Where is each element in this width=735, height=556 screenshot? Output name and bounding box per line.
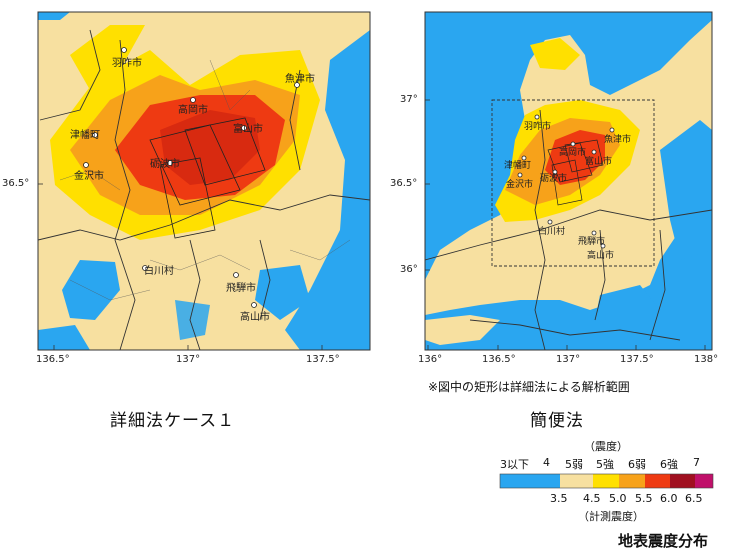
left-x-tick: 137.5° [306, 354, 340, 365]
footer-title: 地表震度分布 [618, 532, 709, 550]
left-city-label: 金沢市 [74, 171, 104, 182]
right-map [425, 12, 712, 350]
legend-intensity-label: 3以下 [500, 458, 529, 471]
right-x-tick: 138° [694, 354, 719, 365]
legend-measured-label: 4.5 [583, 492, 601, 505]
left-x-tick: 137° [176, 354, 201, 365]
right-city-label: 魚津市 [604, 135, 632, 145]
right-city-label: 富山市 [585, 157, 613, 167]
right-city-markers [517, 114, 615, 249]
left-x-tick: 136.5° [36, 354, 70, 365]
left-city-label: 魚津市 [285, 74, 315, 85]
left-city-label: 飛騨市 [226, 283, 256, 294]
legend-intensity-label: 4 [543, 456, 550, 469]
left-city-label: 津幡町 [70, 130, 100, 141]
left-city-label: 羽咋市 [112, 58, 142, 69]
legend-measured-label: 6.5 [685, 492, 703, 505]
right-x-tick: 137° [556, 354, 581, 365]
left-city-markers [83, 47, 300, 308]
right-city-label: 砺波市 [540, 174, 568, 184]
right-y-tick: 37° [400, 94, 418, 105]
legend-intensity-label: 6弱 [628, 458, 646, 471]
analysis-area-note: ※図中の矩形は詳細法による解析範囲 [428, 380, 630, 394]
right-x-tick: 137.5° [620, 354, 654, 365]
right-city-label: 津幡町 [504, 161, 532, 171]
legend-intensity-label: 5強 [596, 458, 614, 471]
legend-measured-caption: （計測震度） [578, 510, 644, 523]
legend-intensity-label: 5弱 [565, 458, 583, 471]
legend-measured-label: 5.5 [635, 492, 653, 505]
left-y-tick: 36.5° [2, 178, 30, 189]
right-city-label: 金沢市 [506, 180, 534, 190]
left-map [38, 12, 370, 350]
legend-measured-label: 6.0 [660, 492, 678, 505]
legend-title: （震度） [584, 440, 628, 453]
left-city-label: 砺波市 [150, 159, 180, 170]
left-city-label: 富山市 [233, 124, 263, 135]
right-city-label: 高山市 [587, 251, 615, 261]
right-x-tick: 136.5° [482, 354, 516, 365]
left-map-caption: 詳細法ケース１ [110, 411, 236, 431]
right-map-caption: 簡便法 [530, 411, 584, 431]
right-city-label: 羽咋市 [524, 122, 552, 132]
left-city-label: 高山市 [240, 312, 270, 323]
legend-measured-label: 5.0 [609, 492, 627, 505]
right-y-tick: 36° [400, 264, 418, 275]
left-city-label: 白川村 [144, 266, 174, 277]
right-city-label: 飛騨市 [578, 237, 606, 247]
right-y-tick: 36.5° [390, 178, 418, 189]
legend-color-bar [499, 473, 714, 489]
legend-measured-label: 3.5 [550, 492, 568, 505]
legend-intensity-label: 7 [693, 456, 700, 469]
right-x-tick: 136° [418, 354, 443, 365]
left-city-label: 高岡市 [178, 105, 208, 116]
right-city-label: 白川村 [538, 227, 566, 237]
legend-intensity-label: 6強 [660, 458, 678, 471]
right-city-label: 高岡市 [559, 148, 587, 158]
